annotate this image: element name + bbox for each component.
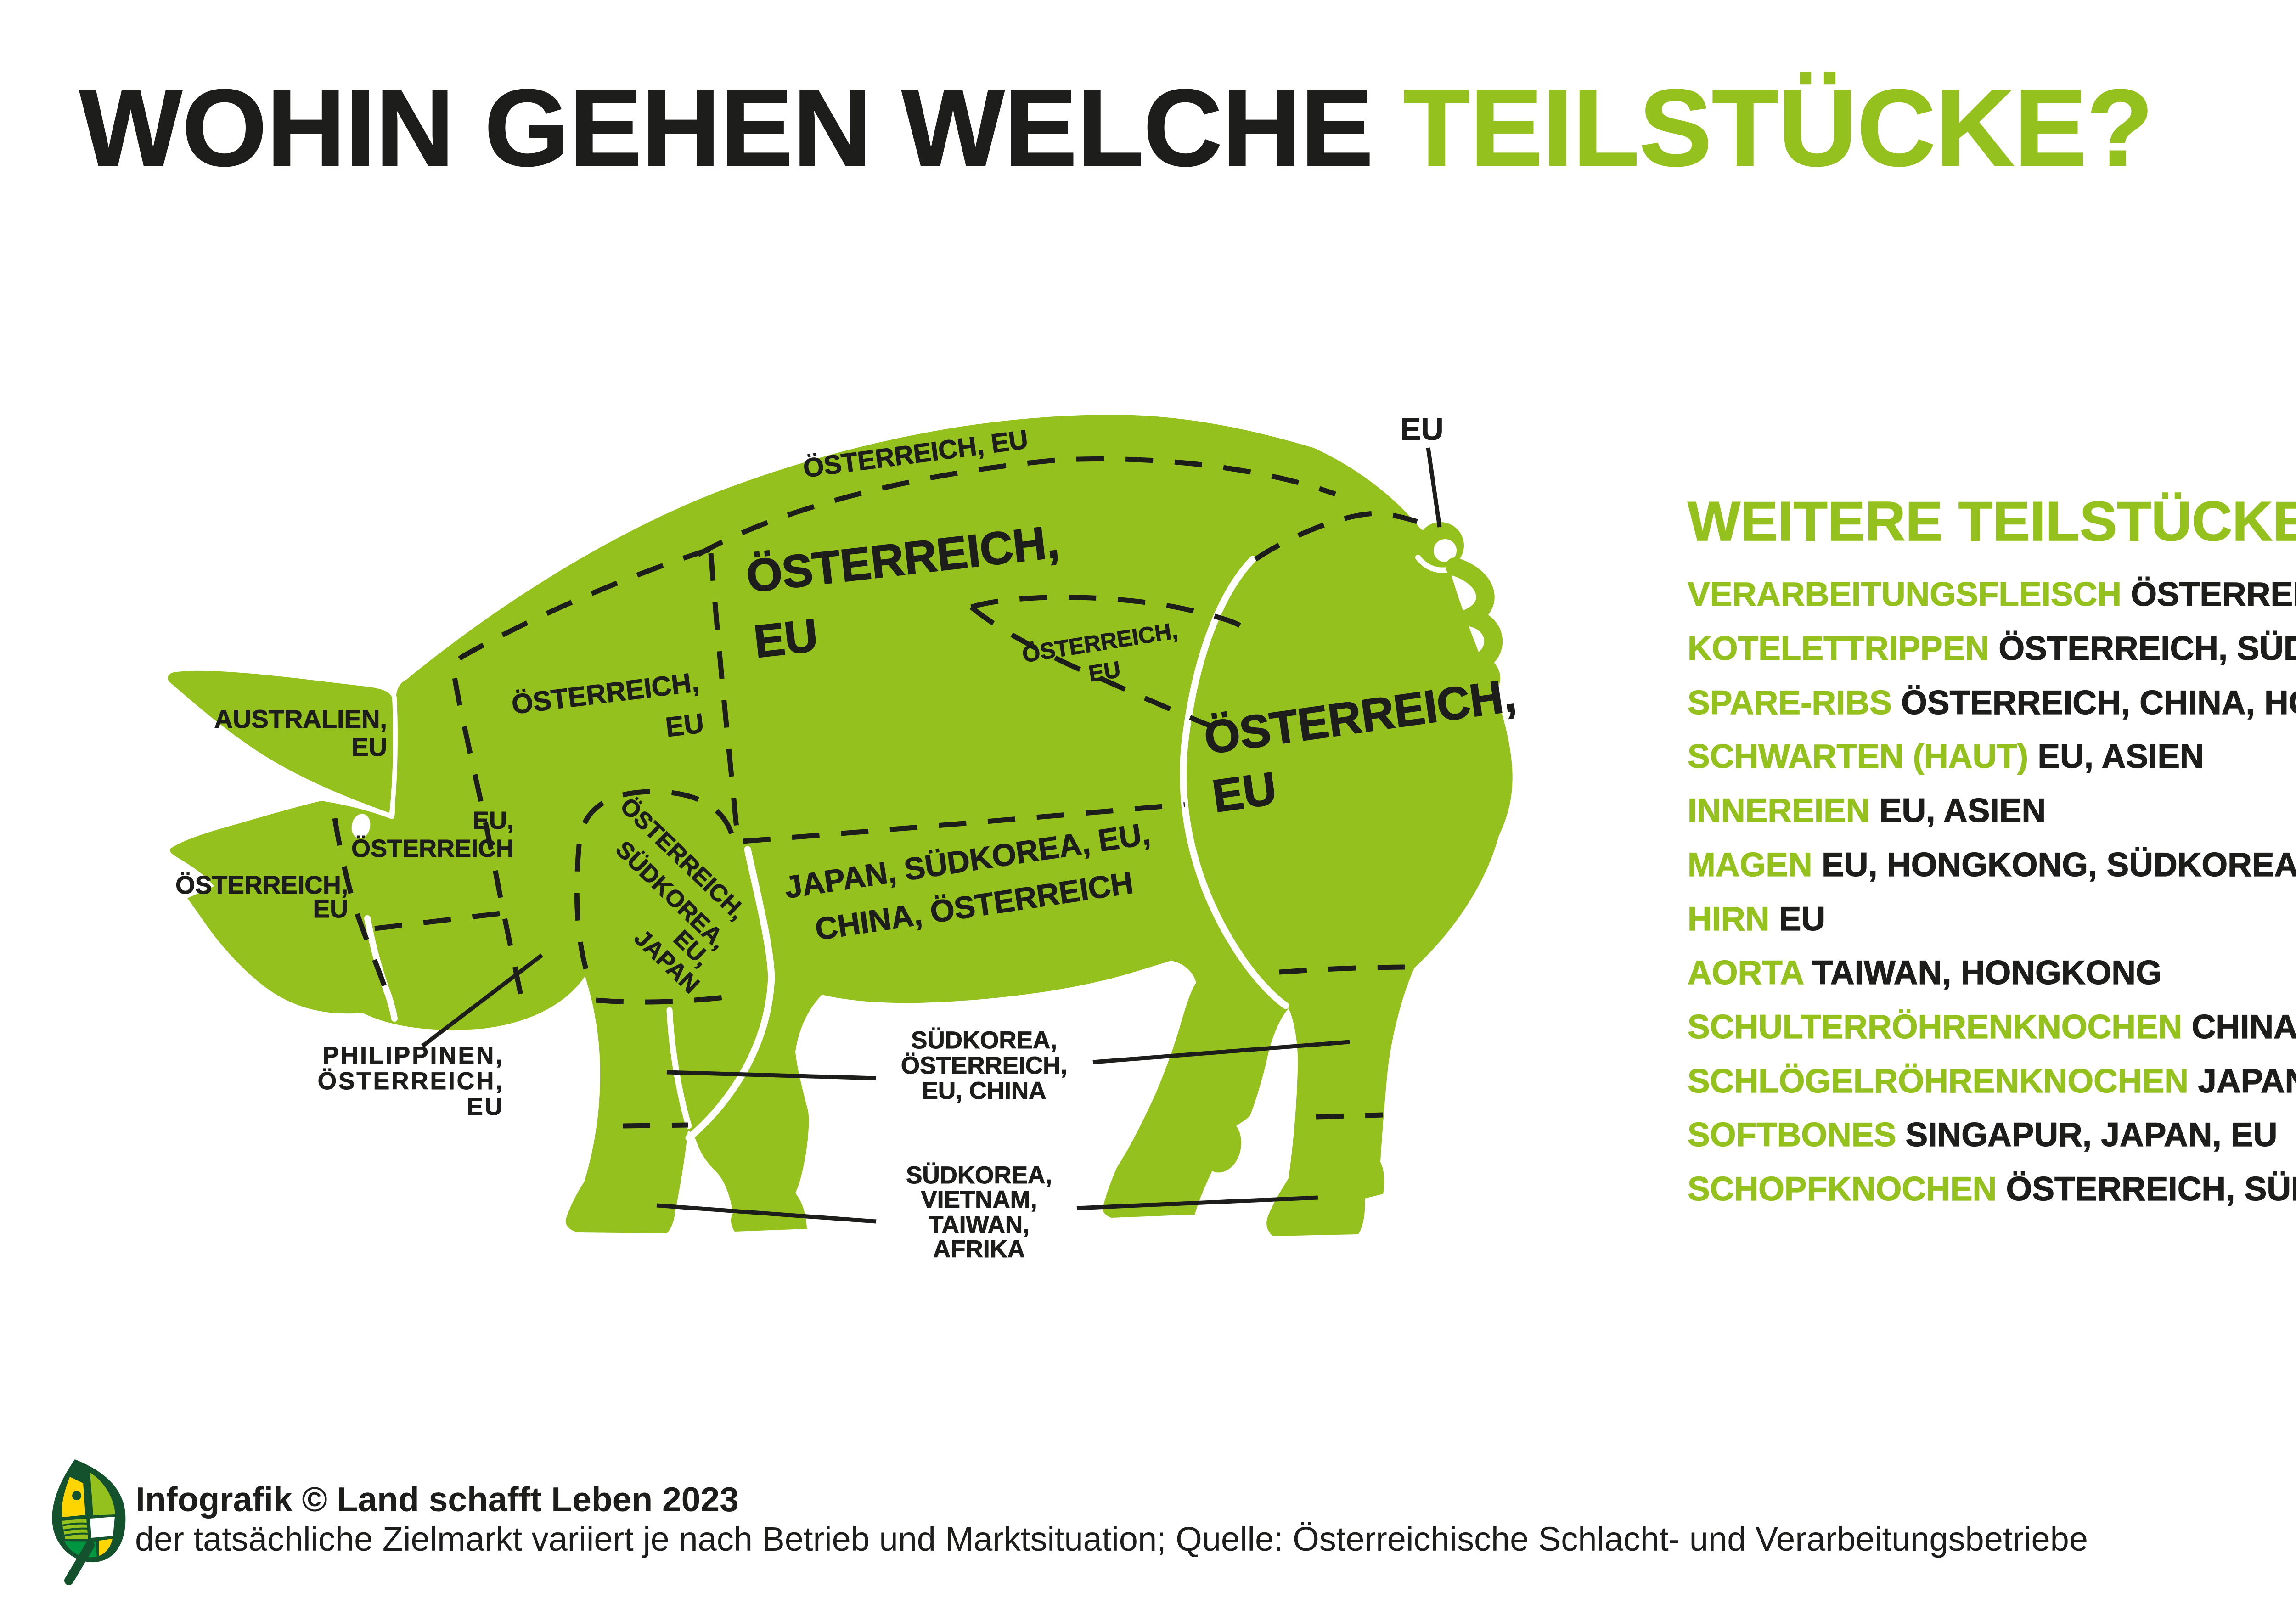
svg-text:AUSTRALIEN,: AUSTRALIEN, [214,704,387,733]
svg-text:der tatsächliche Zielmarkt var: der tatsächliche Zielmarkt variiert je n… [135,1520,2088,1558]
svg-text:ÖSTERREICH,: ÖSTERREICH, [901,1052,1067,1079]
svg-text:ÖSTERREICH,: ÖSTERREICH, [175,871,348,899]
svg-text:KOTELETTRIPPEN ÖSTERREICH, SÜD: KOTELETTRIPPEN ÖSTERREICH, SÜDKOREA [1688,630,2296,667]
svg-text:WEITERE TEILSTÜCKE:: WEITERE TEILSTÜCKE: [1688,490,2296,552]
svg-text:AFRIKA: AFRIKA [933,1236,1025,1263]
svg-text:VERARBEITUNGSFLEISCH ÖSTERREIC: VERARBEITUNGSFLEISCH ÖSTERREICH, EU [1688,576,2296,613]
svg-text:EU: EU [467,1093,504,1120]
svg-text:TAIWAN,: TAIWAN, [929,1211,1030,1238]
svg-text:AORTA TAIWAN, HONGKONG: AORTA TAIWAN, HONGKONG [1688,954,2162,991]
svg-text:SPARE-RIBS ÖSTERREICH, CHINA,: SPARE-RIBS ÖSTERREICH, CHINA, HONGKONG [1688,684,2296,721]
svg-text:WOHIN GEHEN WELCHE TEILSTÜCKE?: WOHIN GEHEN WELCHE TEILSTÜCKE? [79,67,2153,189]
svg-text:HIRN EU: HIRN EU [1688,900,1825,938]
svg-text:SCHULTERRÖHRENKNOCHEN CHINA: SCHULTERRÖHRENKNOCHEN CHINA [1688,1008,2296,1046]
svg-text:EU: EU [1087,656,1122,687]
svg-text:EU: EU [751,609,821,668]
svg-text:SÜDKOREA,: SÜDKOREA, [911,1027,1057,1054]
svg-text:SCHWARTEN (HAUT) EU, ASIEN: SCHWARTEN (HAUT) EU, ASIEN [1688,738,2204,775]
svg-text:EU: EU [351,732,387,761]
svg-text:INNEREIEN EU, ASIEN: INNEREIEN EU, ASIEN [1688,792,2046,829]
svg-text:SOFTBONES SINGAPUR, JAPAN, EU: SOFTBONES SINGAPUR, JAPAN, EU [1688,1116,2277,1154]
svg-text:ÖSTERREICH: ÖSTERREICH [351,835,514,862]
svg-text:Infografik © Land schafft Lebe: Infografik © Land schafft Leben 2023 [135,1480,739,1519]
svg-text:SCHLÖGELRÖHRENKNOCHEN JAPAN, C: SCHLÖGELRÖHRENKNOCHEN JAPAN, CHINA [1688,1063,2296,1100]
svg-text:EU, CHINA: EU, CHINA [922,1077,1047,1104]
svg-text:EU: EU [1209,762,1279,822]
svg-text:EU: EU [664,708,706,743]
svg-text:EU: EU [1400,412,1443,447]
svg-text:PHILIPPINEN,: PHILIPPINEN, [322,1042,504,1069]
svg-text:EU,: EU, [473,807,514,834]
svg-text:ÖSTERREICH,: ÖSTERREICH, [318,1068,504,1095]
svg-text:VIETNAM,: VIETNAM, [921,1186,1037,1213]
svg-text:SÜDKOREA,: SÜDKOREA, [906,1162,1052,1189]
svg-text:SCHOPFKNOCHEN ÖSTERREICH, SÜDK: SCHOPFKNOCHEN ÖSTERREICH, SÜDKOREA, CHIN… [1688,1170,2296,1208]
svg-text:EU: EU [313,895,348,923]
svg-text:MAGEN EU, HONGKONG, SÜDKOREA: MAGEN EU, HONGKONG, SÜDKOREA [1688,846,2296,883]
